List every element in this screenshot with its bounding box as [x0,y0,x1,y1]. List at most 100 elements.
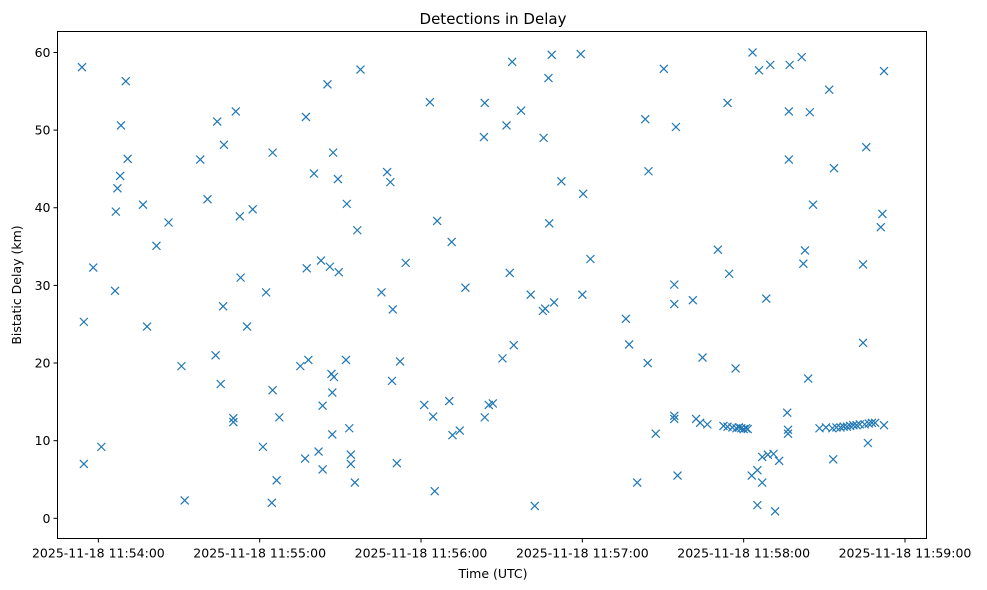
data-point [669,299,679,309]
data-point [235,211,245,221]
data-point [248,204,258,214]
data-point [274,412,284,422]
data-point [734,423,744,432]
data-point [392,458,402,468]
data-point [261,287,271,297]
data-point [327,388,337,397]
data-point [669,280,679,290]
data-point [870,418,880,428]
data-point [385,177,395,187]
data-point [110,286,120,296]
data-point [782,408,792,418]
data-point [388,305,398,314]
data-point [530,501,540,511]
data-point [352,225,362,235]
data-point [309,169,319,179]
data-point [346,459,356,469]
y-tick-label: 40 [35,200,51,215]
data-point [669,411,679,421]
data-point [743,424,753,434]
data-point [219,140,229,150]
data-point [723,98,732,108]
data-point [231,107,241,116]
data-point [350,478,360,488]
data-point [643,358,653,368]
data-point [480,98,490,108]
data-point [356,65,365,74]
data-point [323,79,332,89]
data-point [659,64,669,74]
data-point [556,176,566,186]
data-point [748,48,757,57]
data-point [258,442,268,452]
data-point [863,438,873,448]
data-point [395,357,405,366]
data-point [447,237,457,247]
data-point [739,424,749,434]
data-point [180,496,190,505]
data-point [577,290,587,300]
data-point [333,174,343,184]
data-point [803,374,813,383]
data-point [480,412,490,422]
data-point [549,298,559,307]
data-point [448,430,457,440]
y-axis-label: Bistatic Delay (km) [9,225,24,344]
data-point [318,464,328,474]
data-point [769,449,778,459]
data-point [242,322,252,331]
data-point [632,478,642,488]
data-point [212,117,222,126]
data-point [316,256,326,265]
data-point [877,209,887,219]
data-points [77,48,889,516]
data-point [808,200,818,210]
data-point [540,304,550,314]
data-point [444,396,454,406]
data-point [152,241,161,251]
data-point [761,294,771,304]
data-point [432,216,442,226]
data-point [88,263,98,272]
data-point [301,112,311,122]
data-point [673,471,682,481]
data-point [428,412,438,422]
data-point [164,218,173,227]
data-point [644,166,653,176]
data-point [121,76,131,86]
data-point [800,246,810,255]
data-point [783,429,793,439]
data-point [502,121,511,130]
data-point [267,498,277,508]
data-point [138,200,148,210]
data-point [228,417,238,427]
data-point [752,465,762,475]
data-point [236,273,246,283]
data-point [509,340,519,350]
data-point [113,183,122,193]
data-point [698,353,707,363]
data-point [334,267,344,277]
data-point [829,163,839,173]
data-point [824,85,834,95]
data-point [828,454,838,464]
data-point [79,317,89,327]
data-point [507,57,517,67]
x-tick-label: 2025-11-18 11:58:00 [677,546,810,561]
x-tick-label: 2025-11-18 11:59:00 [839,546,972,561]
data-point [228,413,238,423]
data-point [770,506,780,516]
data-point [268,385,278,395]
data-point [526,290,536,300]
data-point [479,132,489,142]
data-point [344,423,354,433]
x-tick-label: 2025-11-18 11:55:00 [193,546,326,561]
data-point [757,478,767,488]
data-point [211,350,221,360]
data-point [858,260,868,269]
data-point [498,353,507,363]
data-point [123,154,133,164]
data-point [505,268,515,278]
data-point [79,459,89,469]
